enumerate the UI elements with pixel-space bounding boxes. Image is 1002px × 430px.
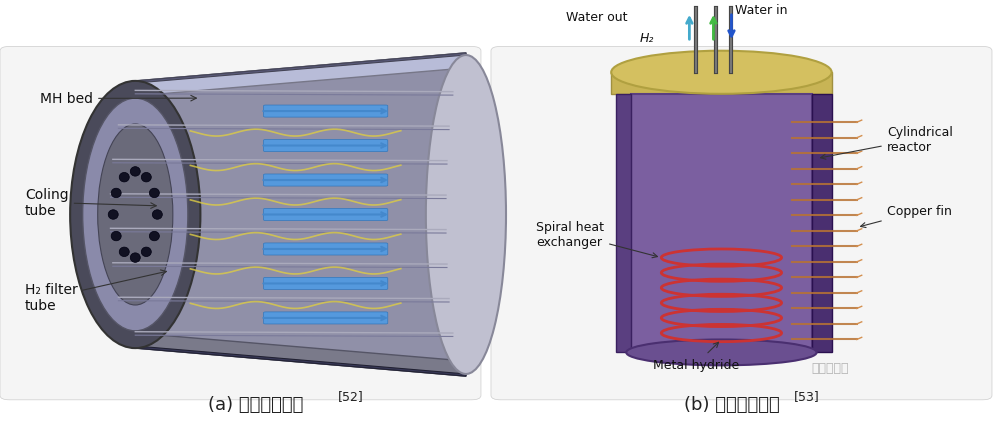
- Ellipse shape: [119, 248, 129, 257]
- Polygon shape: [812, 95, 832, 353]
- Text: Coling
tube: Coling tube: [25, 188, 156, 218]
- Ellipse shape: [141, 173, 151, 182]
- Ellipse shape: [611, 52, 832, 95]
- Text: (b) 盘管式换热器: (b) 盘管式换热器: [683, 395, 780, 413]
- Ellipse shape: [130, 253, 140, 263]
- Text: [53]: [53]: [794, 389, 820, 402]
- Ellipse shape: [83, 99, 187, 331]
- Text: Water out: Water out: [566, 11, 628, 24]
- FancyBboxPatch shape: [264, 312, 388, 324]
- Polygon shape: [135, 54, 466, 376]
- Ellipse shape: [108, 210, 118, 220]
- Ellipse shape: [626, 340, 817, 365]
- Polygon shape: [135, 333, 466, 376]
- FancyBboxPatch shape: [491, 47, 992, 400]
- Polygon shape: [135, 54, 466, 84]
- Ellipse shape: [130, 167, 140, 177]
- Polygon shape: [135, 54, 466, 97]
- Ellipse shape: [426, 56, 506, 374]
- FancyBboxPatch shape: [264, 140, 388, 152]
- FancyBboxPatch shape: [264, 278, 388, 290]
- FancyBboxPatch shape: [264, 175, 388, 187]
- FancyBboxPatch shape: [0, 47, 481, 400]
- Text: Cylindrical
reactor: Cylindrical reactor: [821, 126, 953, 160]
- Ellipse shape: [119, 173, 129, 182]
- FancyBboxPatch shape: [264, 106, 388, 118]
- FancyBboxPatch shape: [264, 243, 388, 255]
- Ellipse shape: [98, 125, 172, 305]
- Ellipse shape: [149, 189, 159, 198]
- Ellipse shape: [70, 82, 200, 348]
- FancyBboxPatch shape: [264, 209, 388, 221]
- Ellipse shape: [149, 232, 159, 241]
- Text: Metal hydride: Metal hydride: [653, 343, 739, 371]
- Text: Water in: Water in: [735, 4, 788, 17]
- Polygon shape: [631, 95, 812, 353]
- Polygon shape: [611, 73, 832, 95]
- Polygon shape: [616, 95, 631, 353]
- Text: H₂: H₂: [640, 32, 654, 45]
- Polygon shape: [135, 346, 466, 376]
- Ellipse shape: [111, 189, 121, 198]
- Text: Spiral heat
exchanger: Spiral heat exchanger: [536, 220, 657, 258]
- Ellipse shape: [111, 232, 121, 241]
- Text: (a) 圆柱形冷却管: (a) 圆柱形冷却管: [207, 395, 304, 413]
- Text: Copper fin: Copper fin: [861, 205, 952, 228]
- Ellipse shape: [152, 210, 162, 220]
- Text: 氢能科学馆: 氢能科学馆: [812, 361, 849, 374]
- Text: [52]: [52]: [338, 389, 364, 402]
- Text: MH bed: MH bed: [40, 92, 196, 106]
- Text: H₂ filter
tube: H₂ filter tube: [25, 270, 166, 313]
- Ellipse shape: [141, 248, 151, 257]
